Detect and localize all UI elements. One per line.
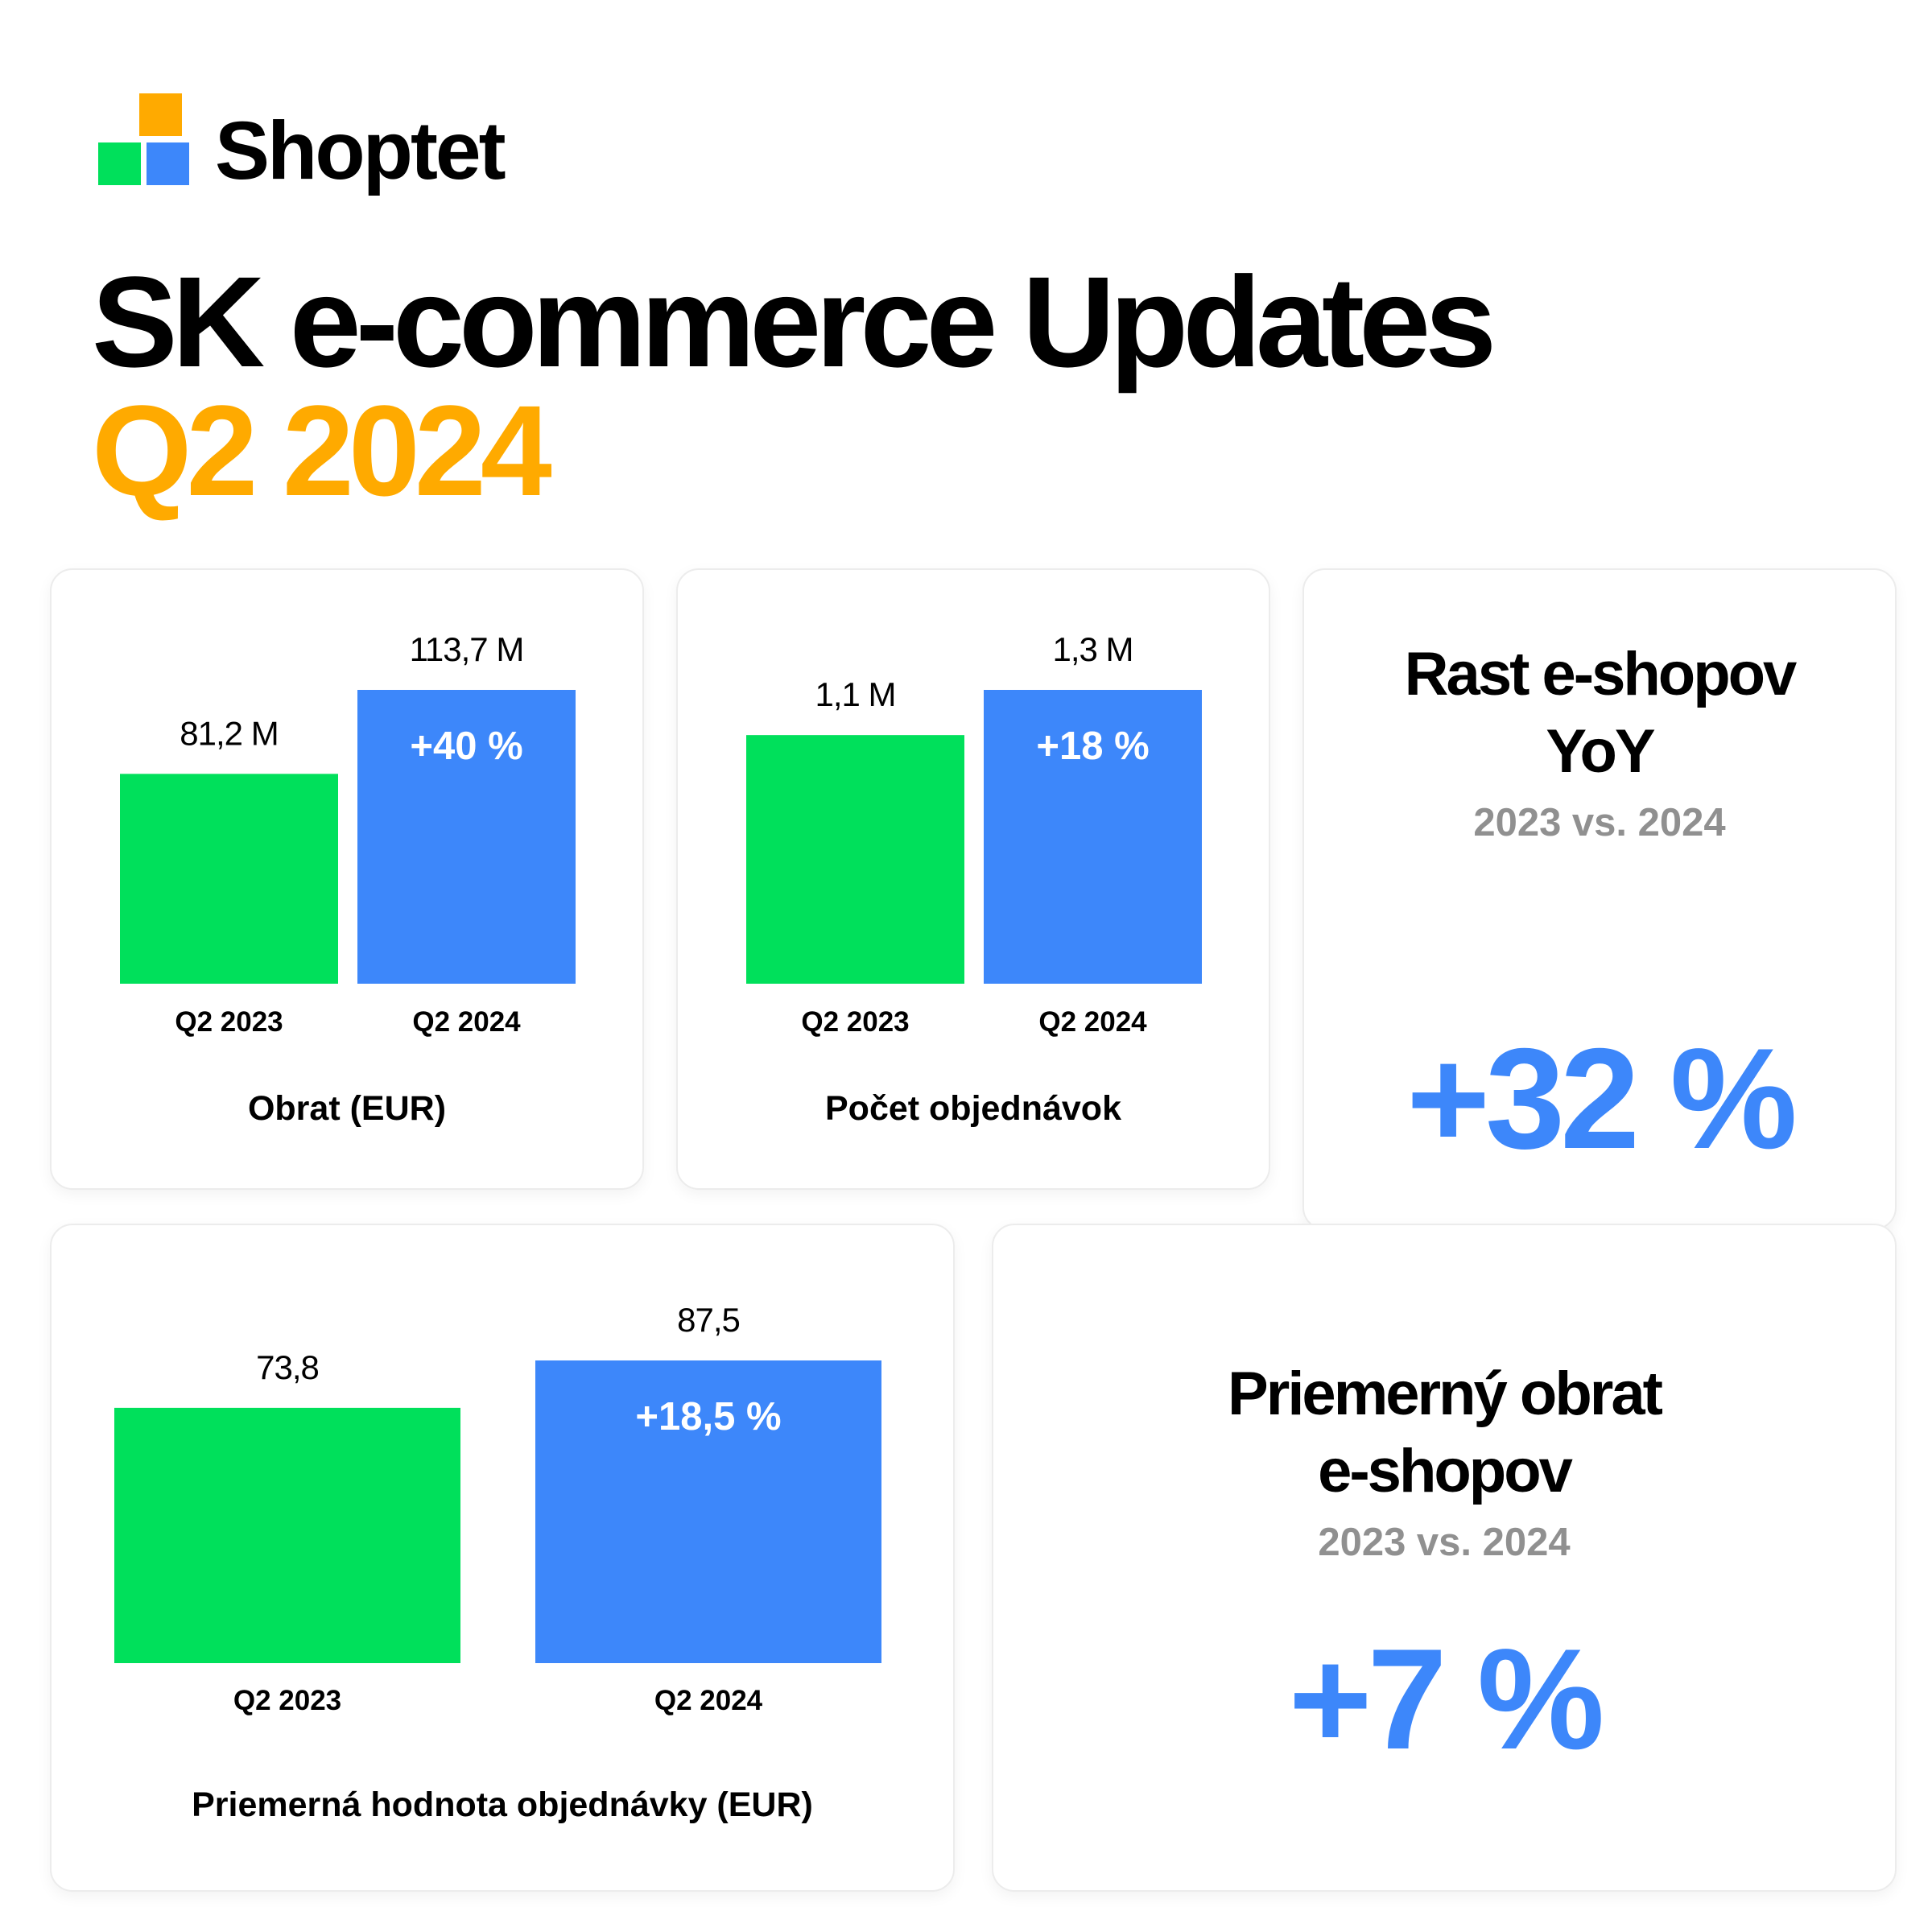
category-tick-label: Q2 2024 [412, 1006, 521, 1038]
category-tick-label: Q2 2024 [1038, 1006, 1147, 1038]
chart-title: Obrat (EUR) [248, 1089, 446, 1128]
orders-chart-card: 1,1 M Q2 2023 1,3 M Q2 2024 +18 % Počet objed… [676, 568, 1270, 1190]
bar-q2-2024 [984, 690, 1202, 984]
avg-turnover-period: 2023 vs. 2024 [1318, 1521, 1571, 1564]
bar-value-label: 73,8 [256, 1348, 319, 1386]
eshop-growth-value: +32 % [1406, 1018, 1798, 1179]
chart-title: Počet objednávok [825, 1089, 1121, 1128]
brand-name: Shoptet [215, 105, 506, 196]
category-tick-label: Q2 2024 [654, 1685, 763, 1716]
bar-q2-2023 [114, 1407, 460, 1663]
eshop-growth-label-line1: Rast e-shopov [1404, 640, 1798, 708]
logo-square-green [98, 142, 141, 185]
avg-order-chart-card: 73,8 Q2 2023 87,5 Q2 2024 +18,5 % Priemerná h… [50, 1224, 955, 1892]
change-label: +18,5 % [635, 1395, 781, 1439]
page-title: SK e-commerce Updates [92, 250, 1496, 394]
bar-value-label: 1,1 M [815, 675, 895, 713]
chart-title: Priemerná hodnota objednávky (EUR) [192, 1785, 813, 1824]
page-subtitle: Q2 2024 [92, 378, 552, 522]
bar-value-label: 113,7 M [410, 630, 524, 668]
change-label: +18 % [1036, 724, 1149, 768]
brand-logo: Shoptet [98, 93, 517, 206]
category-tick-label: Q2 2023 [175, 1006, 283, 1038]
turnover-chart: 81,2 M Q2 2023 113,7 M Q2 2024 +40 % Obrat (E… [120, 630, 576, 1128]
logo-square-blue [147, 142, 189, 185]
orders-chart: 1,1 M Q2 2023 1,3 M Q2 2024 +18 % Počet objed… [746, 630, 1202, 1128]
eshop-growth-card: Rast e-shopov YoY 2023 vs. 2024 +32 % [1302, 568, 1897, 1230]
avg-turnover-label-line1: Priemerný obrat [1228, 1360, 1663, 1428]
bar-q2-2024 [535, 1360, 881, 1663]
avg-turnover-card: Priemerný obrat e-shopov 2023 vs. 2024 +… [992, 1224, 1897, 1892]
turnover-chart-card: 81,2 M Q2 2023 113,7 M Q2 2024 +40 % Obrat (E… [50, 568, 644, 1190]
bar-q2-2023 [746, 735, 964, 984]
category-tick-label: Q2 2023 [801, 1006, 909, 1038]
change-label: +40 % [410, 724, 522, 768]
avg-order-chart: 73,8 Q2 2023 87,5 Q2 2024 +18,5 % Priemerná h… [114, 1301, 881, 1824]
bar-value-label: 81,2 M [180, 714, 278, 752]
eshop-growth-label-line2: YoY [1546, 717, 1655, 786]
bar-value-label: 1,3 M [1052, 630, 1133, 668]
category-tick-label: Q2 2023 [233, 1685, 341, 1716]
bar-q2-2024 [357, 690, 576, 984]
avg-turnover-label-line2: e-shopov [1318, 1437, 1573, 1505]
avg-turnover-value: +7 % [1288, 1619, 1605, 1779]
bar-value-label: 87,5 [677, 1301, 740, 1339]
bar-q2-2023 [120, 774, 338, 984]
eshop-growth-period: 2023 vs. 2024 [1473, 801, 1726, 844]
logo-square-orange [139, 93, 182, 136]
